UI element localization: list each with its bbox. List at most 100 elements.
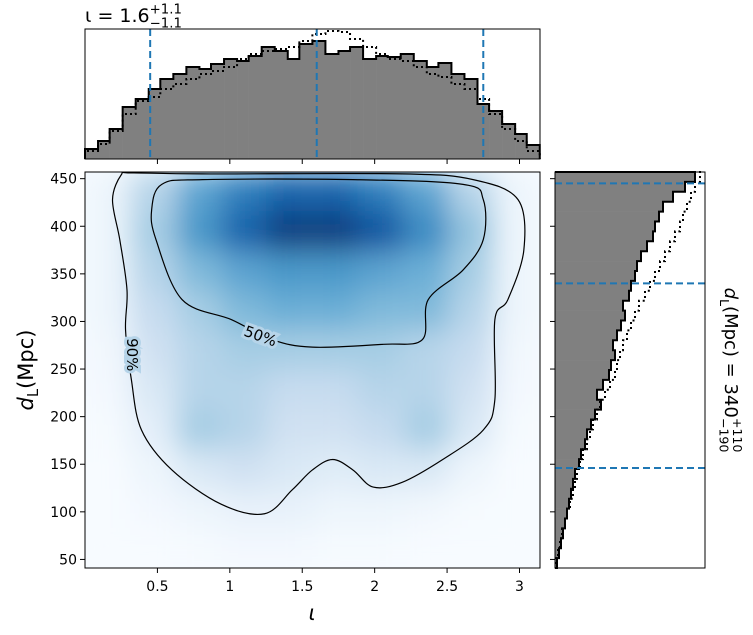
density-cell (312, 250, 359, 292)
y-tick-label: 400 (50, 219, 77, 235)
density-cell (312, 290, 359, 331)
density-cell (176, 172, 223, 213)
density-cell (403, 250, 450, 292)
density-cell (85, 172, 132, 213)
density-cell (85, 488, 132, 529)
density-cell (357, 488, 404, 529)
hist-bar (555, 211, 659, 222)
density-cell (85, 329, 132, 371)
hist-bar (413, 61, 428, 159)
density-cell (266, 488, 313, 529)
density-cell (403, 369, 450, 411)
density-cell (312, 172, 359, 213)
hist-bar (186, 67, 200, 159)
density-cell (221, 329, 268, 371)
hist-bar (85, 149, 99, 159)
main-frame (84, 171, 541, 569)
hist-bar (555, 528, 563, 539)
hist-bar (555, 449, 581, 460)
hist-bar (555, 469, 575, 480)
right-title: dL (Mpc) = 340+110−190 (717, 288, 746, 453)
density-cell (357, 250, 404, 292)
hist-bar (555, 538, 561, 549)
contour-label-bg: 90% (123, 338, 141, 371)
hist-bar (299, 44, 313, 159)
density-cell (266, 329, 313, 371)
x-tick-label: 1 (225, 579, 234, 595)
x-tick-label: 2 (370, 579, 379, 595)
hist-bar (248, 56, 262, 159)
hist-bar (211, 64, 225, 159)
hist-bar (122, 107, 136, 159)
right-frame (554, 171, 706, 569)
hist-bar (555, 508, 567, 519)
hist-bar (555, 181, 685, 193)
density-cell (312, 329, 359, 371)
density-cell (130, 329, 177, 371)
density-cell (448, 409, 495, 450)
density-cell (266, 172, 313, 213)
density-cell (357, 527, 404, 568)
density-cell (221, 448, 268, 490)
density-cell (85, 250, 132, 292)
hist-bar (555, 280, 631, 292)
density-cell (448, 488, 495, 529)
top-frame (84, 28, 541, 160)
density-cell (130, 369, 177, 411)
hist-bar (555, 340, 613, 351)
hist-outline (84, 40, 541, 159)
hist-bar (109, 129, 123, 159)
density-cell (176, 369, 223, 411)
hist-bar (224, 59, 238, 159)
hist-bar (148, 89, 161, 159)
density-cell (85, 290, 132, 331)
y-tick-label: 250 (50, 362, 77, 378)
hist-bar (555, 290, 629, 301)
density-cell (176, 211, 223, 252)
hist-bar (451, 74, 465, 159)
density-cell (176, 448, 223, 490)
density-cell (357, 172, 404, 213)
contour-line (111, 172, 526, 515)
hist-bar (555, 251, 641, 262)
density-cell (221, 409, 268, 450)
density-cell (85, 409, 132, 450)
density-cell (312, 369, 359, 411)
y-tick-label: 150 (50, 457, 77, 473)
y-tick-label: 100 (50, 505, 77, 521)
prior-outline (555, 171, 701, 569)
y-axis-label: dL (Mpc) (14, 330, 42, 411)
density-cell (357, 369, 404, 411)
density-cell (403, 527, 450, 568)
hist-bar (261, 47, 276, 159)
density-cell (357, 290, 404, 331)
hist-bar (555, 518, 565, 529)
x-axis-label: ι (308, 601, 315, 625)
hist-bar (555, 261, 637, 272)
density-cell (130, 250, 177, 292)
x-tick-label: 1.5 (291, 579, 313, 595)
density-cell (221, 172, 268, 213)
density-cell (312, 488, 359, 529)
hist-bar (555, 300, 623, 311)
hist-bar (287, 59, 300, 159)
hist-bar (555, 429, 587, 440)
density-cell (221, 488, 268, 529)
hist-bar (325, 54, 339, 159)
density-cell (403, 211, 450, 252)
y-tick-label: 450 (50, 172, 77, 188)
density-clip (85, 172, 540, 568)
density-cell (403, 488, 450, 529)
density-cell (357, 329, 404, 371)
hist-bar (135, 99, 150, 159)
hist-bar (274, 51, 289, 159)
top-histogram (84, 29, 541, 159)
hist-bar (438, 63, 452, 159)
density-cell (403, 329, 450, 371)
density-cell (493, 527, 540, 568)
density-cell (221, 211, 268, 252)
density-map (85, 172, 540, 568)
hist-bar (555, 172, 695, 183)
hist-bar (312, 41, 326, 159)
